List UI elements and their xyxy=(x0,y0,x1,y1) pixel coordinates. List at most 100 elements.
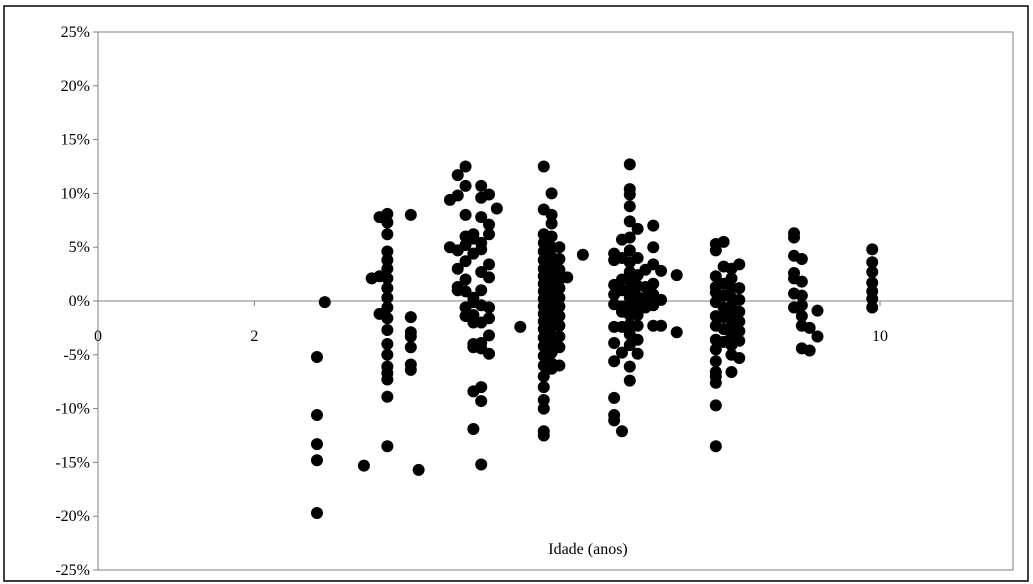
data-point xyxy=(631,333,644,346)
data-point xyxy=(709,440,722,453)
data-point xyxy=(647,219,660,232)
data-point xyxy=(404,311,417,324)
y-tick-label: -20% xyxy=(55,508,90,525)
data-point xyxy=(310,454,323,467)
data-point xyxy=(795,299,808,312)
data-point xyxy=(623,244,636,257)
data-point xyxy=(483,271,496,284)
y-tick-label: -5% xyxy=(63,347,90,364)
data-point xyxy=(866,265,879,278)
data-point xyxy=(475,243,488,256)
data-point xyxy=(733,352,746,365)
data-point xyxy=(381,338,394,351)
data-point xyxy=(553,341,566,354)
data-point xyxy=(655,264,668,277)
data-point xyxy=(788,231,801,244)
data-point xyxy=(623,200,636,213)
data-point xyxy=(381,390,394,403)
x-tick-label: 10 xyxy=(872,328,888,345)
data-point xyxy=(553,253,566,266)
data-point xyxy=(490,202,503,215)
data-point xyxy=(553,291,566,304)
data-point xyxy=(803,321,816,334)
data-point xyxy=(553,359,566,372)
data-point xyxy=(709,355,722,368)
data-point xyxy=(795,310,808,323)
data-point xyxy=(655,319,668,332)
data-point xyxy=(310,438,323,451)
data-point xyxy=(475,381,488,394)
data-point xyxy=(733,258,746,271)
data-point xyxy=(623,188,636,201)
data-point xyxy=(553,263,566,276)
data-point xyxy=(381,291,394,304)
data-point xyxy=(553,300,566,313)
y-tick-label: 0% xyxy=(69,293,90,310)
data-point xyxy=(483,301,496,314)
data-point xyxy=(381,440,394,453)
chart-area-border xyxy=(3,5,1029,582)
data-point xyxy=(483,258,496,271)
data-point xyxy=(381,324,394,337)
data-point xyxy=(537,370,550,383)
data-point xyxy=(615,346,628,359)
data-point xyxy=(647,241,660,254)
data-point xyxy=(459,273,472,286)
data-point xyxy=(553,310,566,323)
data-point xyxy=(483,312,496,325)
data-point xyxy=(866,243,879,256)
data-point xyxy=(725,366,738,379)
data-point xyxy=(381,348,394,361)
data-point xyxy=(381,373,394,386)
data-point xyxy=(615,425,628,438)
data-point xyxy=(404,208,417,221)
data-point xyxy=(803,344,816,357)
data-point xyxy=(631,347,644,360)
data-point xyxy=(631,319,644,332)
data-point xyxy=(381,245,394,258)
data-point xyxy=(545,208,558,221)
data-point xyxy=(608,336,621,349)
data-point xyxy=(483,329,496,342)
data-point xyxy=(545,187,558,200)
data-point xyxy=(381,312,394,325)
data-point xyxy=(576,248,589,261)
data-point xyxy=(631,251,644,264)
data-point xyxy=(310,506,323,519)
data-point xyxy=(545,230,558,243)
data-point xyxy=(623,215,636,228)
x-axis-title: Idade (anos) xyxy=(548,541,628,558)
data-point xyxy=(795,289,808,302)
data-point xyxy=(381,301,394,314)
data-point xyxy=(381,262,394,275)
data-point xyxy=(381,272,394,285)
data-point xyxy=(709,343,722,356)
data-point xyxy=(475,395,488,408)
data-point xyxy=(717,235,730,248)
data-point xyxy=(623,374,636,387)
data-point xyxy=(866,292,879,305)
data-point xyxy=(733,305,746,318)
y-tick-label: 25% xyxy=(61,24,90,41)
data-point xyxy=(467,423,480,436)
data-point xyxy=(795,253,808,266)
data-point xyxy=(670,269,683,282)
data-point xyxy=(811,330,824,343)
data-point xyxy=(866,276,879,289)
x-axis-ticks: 0 2 10 xyxy=(94,301,888,345)
data-point xyxy=(670,326,683,339)
x-tick-label: 2 xyxy=(250,328,258,345)
data-point xyxy=(451,189,464,202)
data-point xyxy=(623,360,636,373)
data-point xyxy=(709,376,722,389)
data-point xyxy=(514,320,527,333)
data-point xyxy=(483,347,496,360)
data-point xyxy=(733,334,746,347)
data-point xyxy=(310,350,323,363)
data-point xyxy=(811,304,824,317)
data-point xyxy=(725,272,738,285)
y-axis-ticks: 25% 20% 15% 10% 5% 0% -5% -10% -15% -20% -25% xyxy=(55,24,98,579)
data-point xyxy=(404,363,417,376)
data-point xyxy=(709,244,722,257)
